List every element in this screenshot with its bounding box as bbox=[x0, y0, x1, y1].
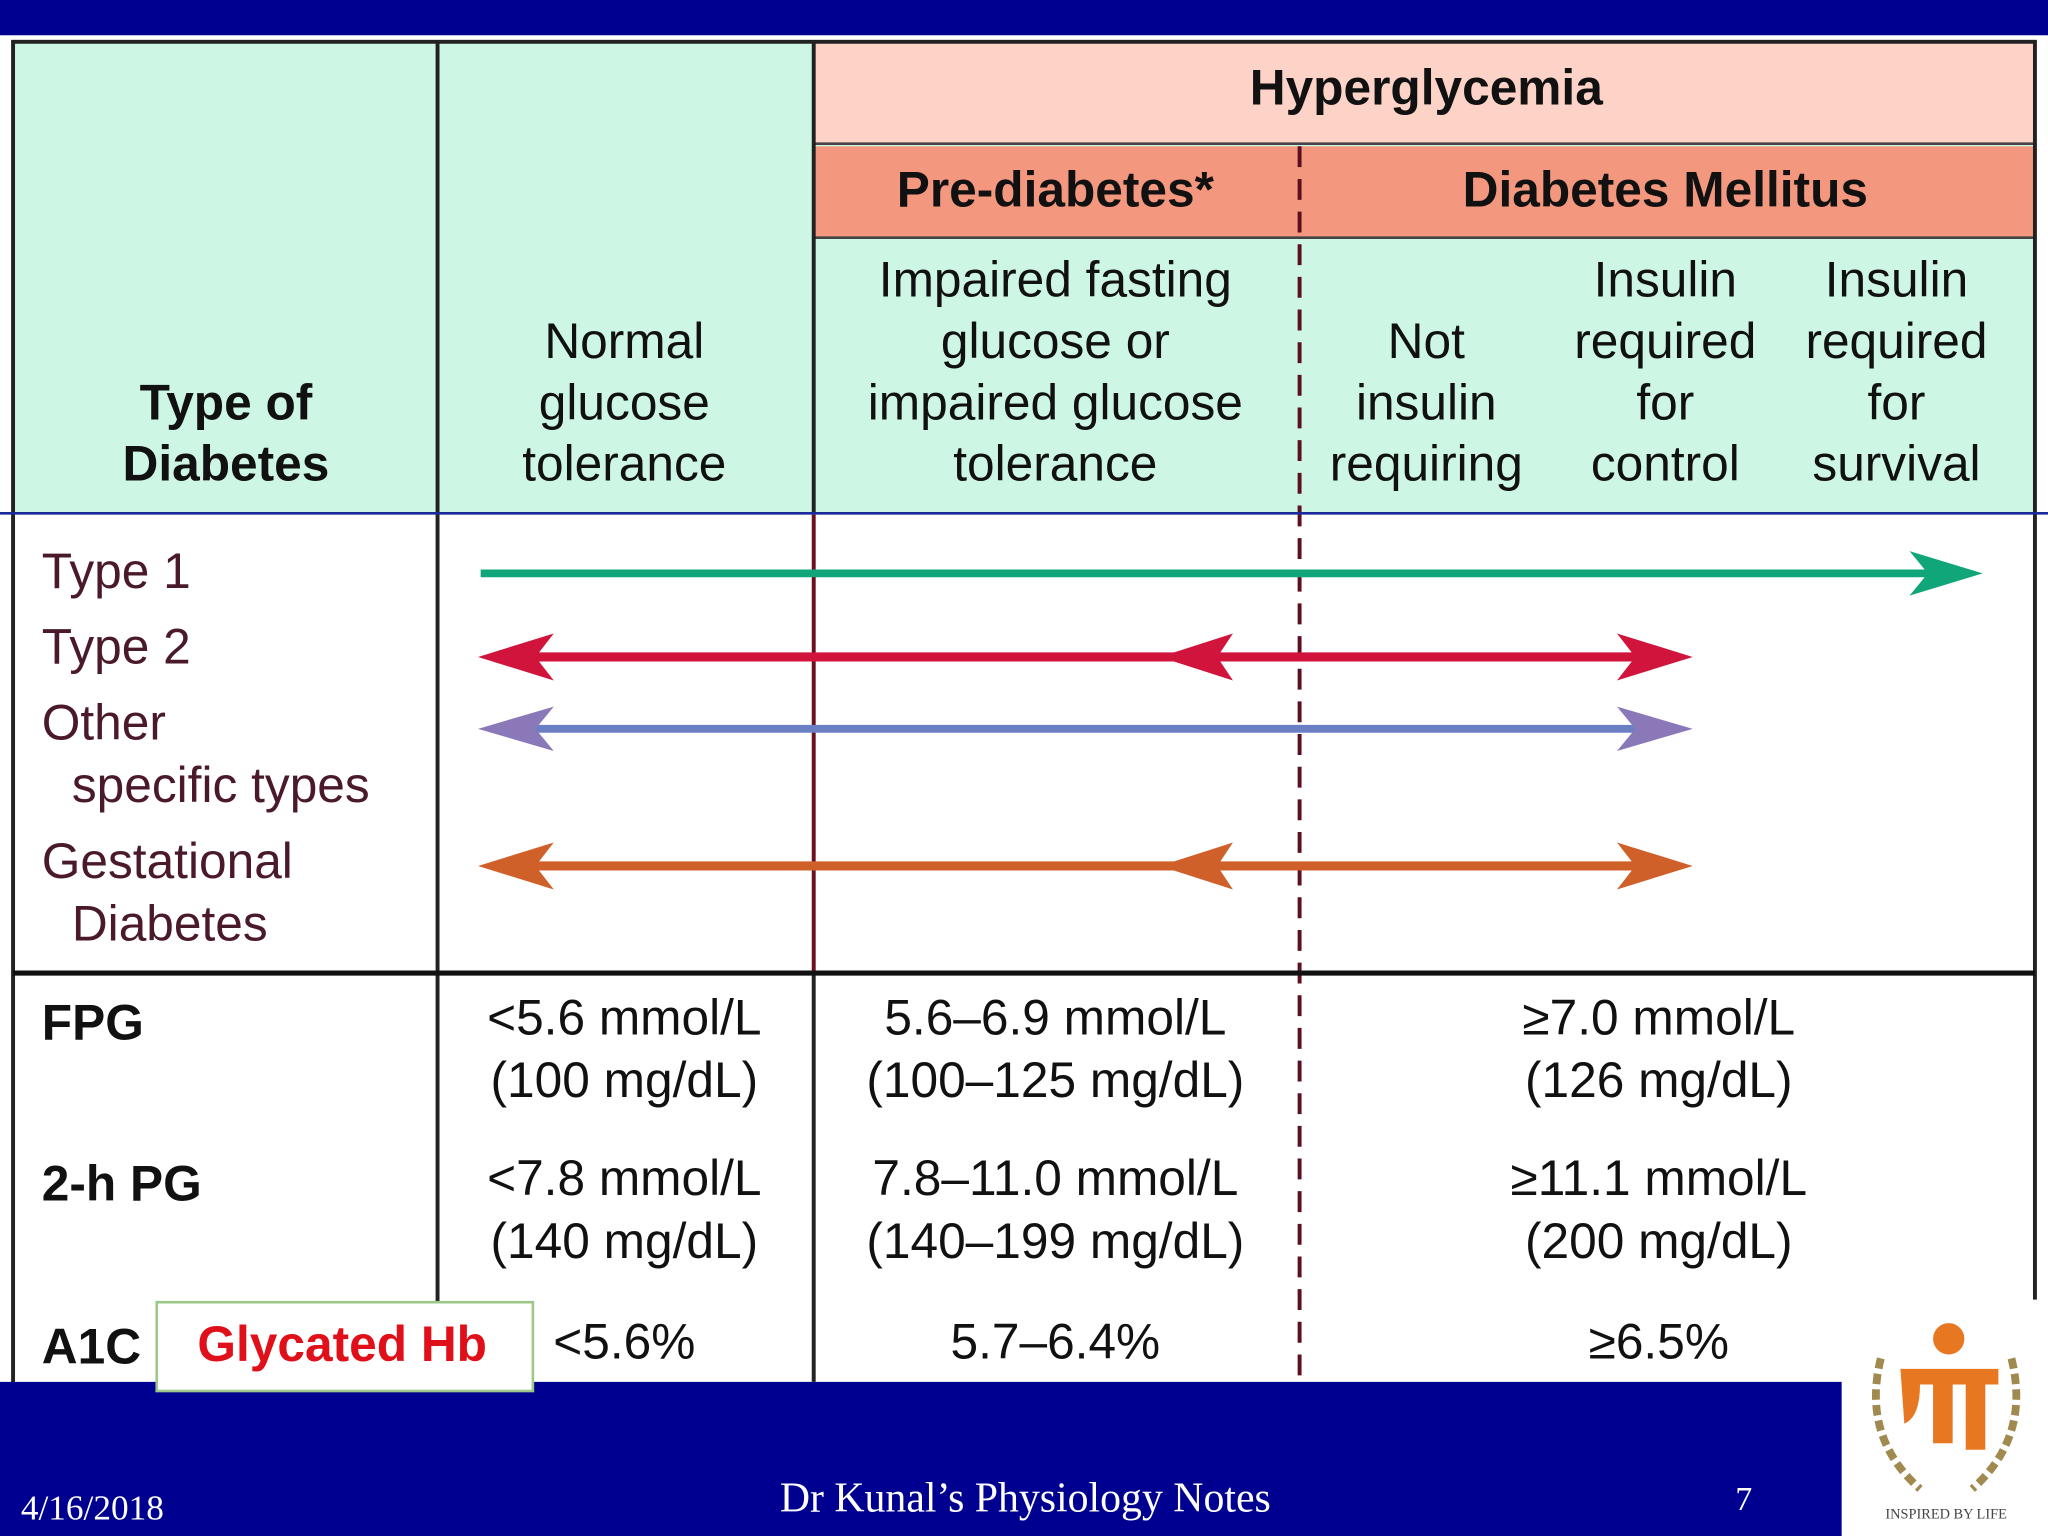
bottom-band bbox=[0, 1381, 2048, 1536]
laurel bbox=[1872, 1357, 1923, 1492]
annotation-box bbox=[155, 1300, 535, 1393]
column-header: Not bbox=[1388, 313, 1465, 369]
column-header: Impaired fasting bbox=[879, 252, 1232, 308]
group-header: Hyperglycemia bbox=[1250, 60, 1603, 116]
laurel bbox=[1969, 1357, 2021, 1492]
test-value: (140–199 mg/dL) bbox=[866, 1213, 1244, 1269]
arrows bbox=[478, 551, 1983, 890]
annotation: Glycated Hb bbox=[197, 1316, 487, 1372]
column-header: Normal bbox=[544, 313, 704, 369]
test-value: ≥6.5% bbox=[1589, 1313, 1729, 1369]
arrowhead bbox=[478, 842, 554, 890]
diabetes-type: Gestational bbox=[42, 833, 293, 889]
arrowhead bbox=[1616, 633, 1693, 681]
logo-text: INSPIRED BY LIFE bbox=[1885, 1506, 2007, 1522]
test-name: A1C bbox=[42, 1319, 141, 1375]
column-header: for bbox=[1868, 374, 1926, 430]
arrowhead bbox=[478, 633, 554, 681]
test-value: (200 mg/dL) bbox=[1525, 1213, 1793, 1269]
top-band bbox=[0, 0, 2048, 36]
arrowhead bbox=[1909, 551, 1983, 596]
subgroup-bg bbox=[813, 146, 2035, 238]
arrowhead bbox=[1159, 842, 1233, 890]
test-name: FPG bbox=[42, 995, 144, 1051]
subgroup-header: Pre-diabetes* bbox=[897, 161, 1215, 217]
page-number: 7 bbox=[1735, 1481, 1752, 1518]
hyperglycemia-bg bbox=[813, 41, 2035, 144]
test-value: ≥7.0 mmol/L bbox=[1522, 989, 1795, 1045]
column-header: tolerance bbox=[522, 436, 726, 492]
test-value: (140 mg/dL) bbox=[491, 1213, 759, 1269]
column-header: control bbox=[1591, 436, 1740, 492]
column-header: glucose bbox=[539, 374, 710, 430]
arrowhead bbox=[478, 706, 554, 752]
test-value: (100 mg/dL) bbox=[491, 1052, 759, 1108]
column-header: required bbox=[1805, 313, 1987, 369]
test-name: 2-h PG bbox=[42, 1155, 202, 1211]
column-header: survival bbox=[1812, 436, 1980, 492]
test-value: <7.8 mmol/L bbox=[487, 1150, 761, 1206]
diabetes-type: Other bbox=[42, 694, 166, 750]
diabetes-type: Type 1 bbox=[42, 543, 191, 599]
column-header: impaired glucose bbox=[868, 374, 1243, 430]
column-header: required bbox=[1574, 313, 1756, 369]
test-value: 5.7–6.4% bbox=[950, 1313, 1160, 1369]
subgroup-header: Diabetes Mellitus bbox=[1463, 161, 1868, 217]
test-value: <5.6% bbox=[553, 1313, 695, 1369]
column-header: insulin bbox=[1356, 374, 1497, 430]
diabetes-type: specific types bbox=[72, 757, 370, 813]
test-value: 5.6–6.9 mmol/L bbox=[884, 989, 1226, 1045]
arrowhead bbox=[1616, 706, 1693, 752]
footer-title: Dr Kunal’s Physiology Notes bbox=[780, 1476, 1271, 1522]
column-header: tolerance bbox=[953, 436, 1157, 492]
column-header: Type of bbox=[140, 374, 313, 430]
column-header: requiring bbox=[1330, 436, 1523, 492]
test-value: (126 mg/dL) bbox=[1525, 1052, 1793, 1108]
column-header: glucose or bbox=[941, 313, 1170, 369]
test-value: ≥11.1 mmol/L bbox=[1510, 1150, 1807, 1206]
logo-head bbox=[1933, 1323, 1965, 1355]
arrowhead bbox=[1616, 842, 1693, 890]
test-value: (100–125 mg/dL) bbox=[866, 1052, 1244, 1108]
test-value: <5.6 mmol/L bbox=[487, 989, 761, 1045]
column-header: Insulin bbox=[1594, 252, 1737, 308]
diabetes-type: Type 2 bbox=[42, 619, 191, 675]
column-header: Insulin bbox=[1825, 252, 1968, 308]
diabetes-type: Diabetes bbox=[72, 895, 268, 951]
logo bbox=[1872, 1323, 2021, 1492]
column-header: Diabetes bbox=[123, 436, 330, 492]
column-header: for bbox=[1636, 374, 1694, 430]
arrowhead bbox=[1159, 633, 1233, 681]
test-value: 7.8–11.0 mmol/L bbox=[872, 1150, 1238, 1206]
logo-mark bbox=[1900, 1368, 1999, 1450]
footer-date: 4/16/2018 bbox=[21, 1488, 164, 1527]
